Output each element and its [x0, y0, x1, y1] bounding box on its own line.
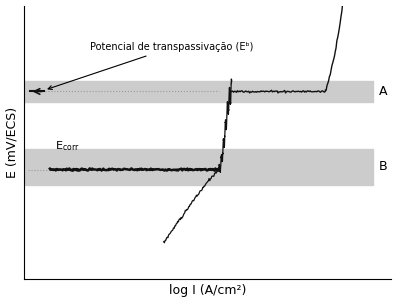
Text: B: B	[379, 161, 387, 173]
X-axis label: log I (A/cm²): log I (A/cm²)	[169, 285, 247, 298]
Text: Potencial de transpassivação (Eᵇ): Potencial de transpassivação (Eᵇ)	[48, 42, 254, 89]
Y-axis label: E (mV/ECS): E (mV/ECS)	[6, 107, 19, 178]
Bar	[24, 81, 373, 102]
Text: A: A	[379, 85, 387, 98]
Text: $\mathrm{E_{corr}}$: $\mathrm{E_{corr}}$	[55, 139, 80, 153]
Bar	[24, 149, 373, 185]
